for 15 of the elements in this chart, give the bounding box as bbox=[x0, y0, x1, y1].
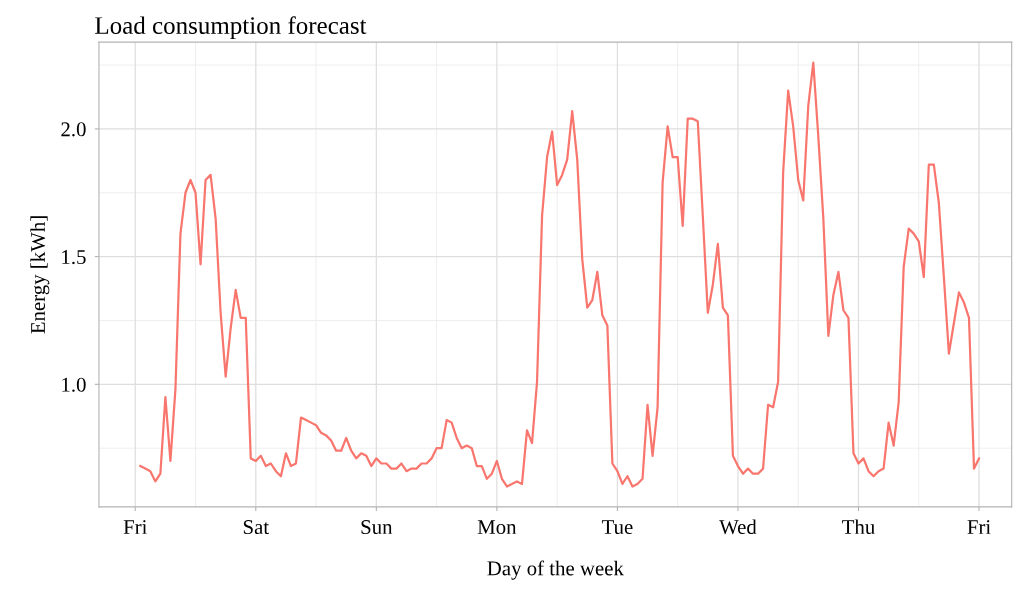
x-tick-label: Fri bbox=[967, 520, 991, 534]
x-tick-label: Thu bbox=[842, 519, 875, 535]
y-tick-label: 1.5 bbox=[62, 250, 86, 265]
x-tick-label: Sun bbox=[361, 520, 393, 535]
x-tick-label: Tue bbox=[601, 520, 633, 535]
y-tick-label: 1.0 bbox=[62, 377, 86, 392]
y-axis-title: Energy [kWh] bbox=[30, 216, 50, 334]
x-tick-label: Wed bbox=[719, 519, 757, 535]
x-axis-title: Day of the week bbox=[487, 560, 624, 580]
y-tick-label: 2.0 bbox=[61, 122, 86, 137]
chart-title: Load consumption forecast bbox=[95, 16, 367, 40]
x-tick-label: Fri bbox=[123, 520, 148, 534]
x-tick-label: Sat bbox=[243, 520, 269, 535]
x-tick-label: Mon bbox=[477, 520, 517, 535]
line-series bbox=[139, 61, 981, 488]
